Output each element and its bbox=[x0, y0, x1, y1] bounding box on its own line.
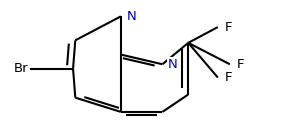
Text: F: F bbox=[225, 71, 232, 84]
Text: N: N bbox=[126, 10, 136, 23]
Text: Br: Br bbox=[13, 62, 28, 75]
Text: N: N bbox=[168, 58, 178, 71]
Text: F: F bbox=[225, 21, 232, 34]
Text: F: F bbox=[237, 58, 244, 71]
